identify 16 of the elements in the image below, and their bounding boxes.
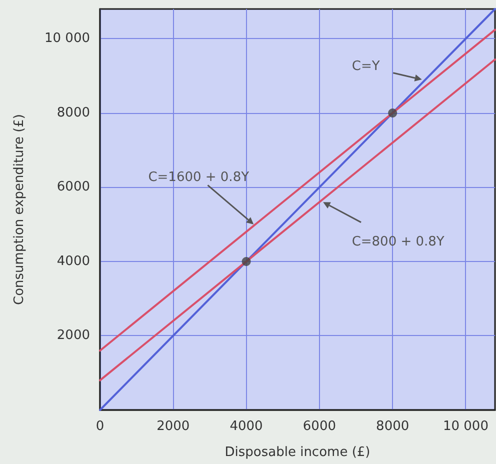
y-tick-label: 6000	[56, 180, 90, 195]
x-tick-label: 8000	[376, 419, 410, 434]
x-tick-label: 4000	[230, 419, 263, 434]
y-tick-label: 8000	[56, 105, 90, 120]
annotation: C=1600 + 0.8Y	[148, 170, 250, 185]
y-tick-label: 10 000	[44, 31, 90, 46]
annotation: C=800 + 0.8Y	[352, 234, 444, 250]
x-axis-title: Disposable income (£)	[224, 445, 370, 460]
annotation: C=Y	[352, 59, 380, 74]
y-tick-label: 4000	[56, 254, 90, 269]
x-tick-label: 10 000	[442, 419, 488, 434]
x-tick-label: 2000	[156, 419, 190, 434]
x-tick-label: 0	[96, 419, 104, 434]
y-axis-title: Consumption expenditure (£)	[12, 114, 27, 305]
y-tick-label: 2000	[56, 328, 90, 344]
x-tick-label: 6000	[302, 419, 336, 434]
